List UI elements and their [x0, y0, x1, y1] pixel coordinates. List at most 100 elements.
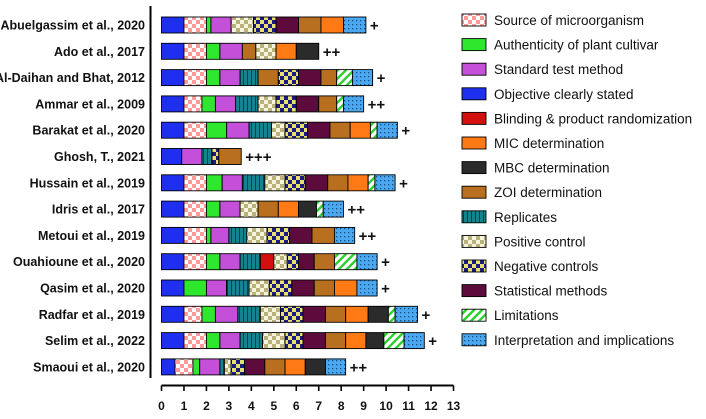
bar-segment-zoi	[241, 42, 257, 60]
bar-segment-lim	[383, 332, 405, 350]
legend-swatch-pos	[461, 234, 487, 248]
bar-segment-stat	[291, 279, 315, 297]
study-label: Ammar et al., 2009	[35, 97, 145, 111]
bar-segment-lim	[369, 121, 378, 139]
bar-segment-std	[219, 69, 241, 87]
legend-swatch-lim	[461, 308, 487, 322]
bar-segment-zoi	[318, 95, 338, 113]
legend-label-blind: Blinding & product randomization	[494, 111, 692, 126]
bar-segment-obj	[161, 121, 185, 139]
bar-segment-mbc	[367, 305, 389, 323]
bar-segment-auth	[192, 358, 201, 376]
bar-segment-auth	[205, 42, 221, 60]
bar-segment-src	[183, 69, 207, 87]
legend-label-neg: Negative controls	[494, 259, 599, 274]
bar-segment-neg	[275, 95, 297, 113]
bar-segment-mbc	[295, 42, 320, 60]
bar-segment-stat	[307, 121, 331, 139]
bar-segment-std	[181, 148, 203, 165]
legend-label-interp: Interpretation and implications	[494, 333, 674, 348]
rating-label: ++	[359, 228, 377, 245]
x-tick-label: 5	[270, 399, 277, 413]
bar-segment-stat	[244, 358, 266, 376]
bar-segment-stat	[302, 305, 326, 323]
legend-swatch-zoi	[461, 185, 487, 199]
legend-swatch-src	[461, 13, 487, 27]
bar-segment-auth	[205, 226, 212, 244]
study-label: Al-Daihan and Bhat, 2012	[0, 71, 145, 85]
study-label: Hussain et al., 2019	[30, 176, 145, 190]
legend-label-mic: MIC determination	[494, 136, 604, 151]
rating-label: +	[428, 333, 437, 350]
legend-swatch-neg	[461, 259, 487, 273]
bar-segment-rep	[248, 121, 273, 139]
bar-segment-zoi	[325, 332, 347, 350]
bar-segment-rep	[239, 253, 261, 271]
bar-segment-mic	[345, 332, 367, 350]
bar-segment-obj	[161, 200, 185, 218]
bar-segment-pos	[273, 253, 288, 271]
bar-segment-obj	[161, 42, 185, 60]
legend-label-src: Source of microorganism	[494, 13, 644, 28]
legend-swatch-auth	[461, 38, 487, 52]
bar-segment-interp	[342, 16, 367, 34]
bar-segment-neg	[284, 332, 304, 350]
bar-segment-rep	[201, 148, 213, 165]
rating-label: ++	[368, 96, 386, 113]
bar-segment-zoi	[298, 16, 322, 34]
bar-segment-stat	[304, 174, 329, 192]
x-tick-label: 4	[248, 399, 255, 413]
legend-label-std: Standard test method	[494, 62, 623, 77]
legend-label-lim: Limitations	[494, 308, 559, 323]
bar-segment-lim	[387, 305, 396, 323]
bar-segment-pos	[259, 305, 281, 323]
bar-segment-rep	[237, 305, 261, 323]
bar-segment-src	[183, 174, 207, 192]
study-label: Metoui et al., 2019	[38, 229, 145, 243]
bar-segment-src	[174, 358, 194, 376]
bar-segment-mic	[284, 358, 306, 376]
bar-segment-pos	[262, 332, 286, 350]
bar-segment-interp	[403, 332, 425, 350]
legend-label-stat: Statistical methods	[494, 284, 608, 299]
bar-segment-mbc	[298, 200, 317, 218]
bars-layer: +++++++++++++++++++++	[161, 16, 437, 376]
bar-segment-pos	[264, 174, 286, 192]
bar-segment-interp	[356, 253, 378, 271]
bar-segment-obj	[161, 69, 185, 87]
x-axis: 0 1 2 3 4 5 6 7 8 9 10 11 12 13	[149, 6, 460, 413]
bar-segment-obj	[161, 174, 185, 192]
bar-segment-interp	[351, 69, 374, 87]
bar-segment-mic	[345, 305, 369, 323]
bar-segment-std	[219, 253, 241, 271]
bar-segment-pos	[255, 42, 277, 60]
rating-label: +	[381, 254, 390, 271]
x-tick-label: 10	[379, 399, 393, 413]
legend-label-obj: Objective clearly stated	[494, 87, 634, 102]
bar-segment-lim	[336, 69, 353, 87]
bar-segment-stat	[275, 16, 299, 34]
rating-label: ++	[350, 359, 368, 376]
bar-segment-pos	[271, 121, 286, 139]
bar-segment-mic	[277, 200, 299, 218]
legend-label-rep: Replicates	[494, 210, 557, 225]
bar-segment-pos	[257, 95, 277, 113]
bar-segment-lim	[316, 200, 324, 218]
legend-label-pos: Positive control	[494, 234, 586, 249]
bar-segment-stat	[289, 226, 313, 244]
bar-segment-stat	[298, 69, 322, 87]
x-tick-label: 12	[424, 399, 438, 413]
bar-segment-auth	[205, 69, 221, 87]
bar-segment-mbc	[304, 358, 326, 376]
x-tick-label: 11	[402, 399, 415, 413]
bar-segment-auth	[205, 332, 221, 350]
bar-segment-neg	[266, 226, 290, 244]
bar-segment-rep	[219, 358, 225, 376]
bar-segment-auth	[205, 16, 212, 34]
bar-segment-auth	[205, 121, 228, 139]
bar-segment-zoi	[218, 148, 242, 165]
x-tick-label: 0	[158, 399, 165, 413]
legend-swatch-mbc	[461, 161, 487, 175]
legend-swatch-rep	[461, 210, 487, 224]
